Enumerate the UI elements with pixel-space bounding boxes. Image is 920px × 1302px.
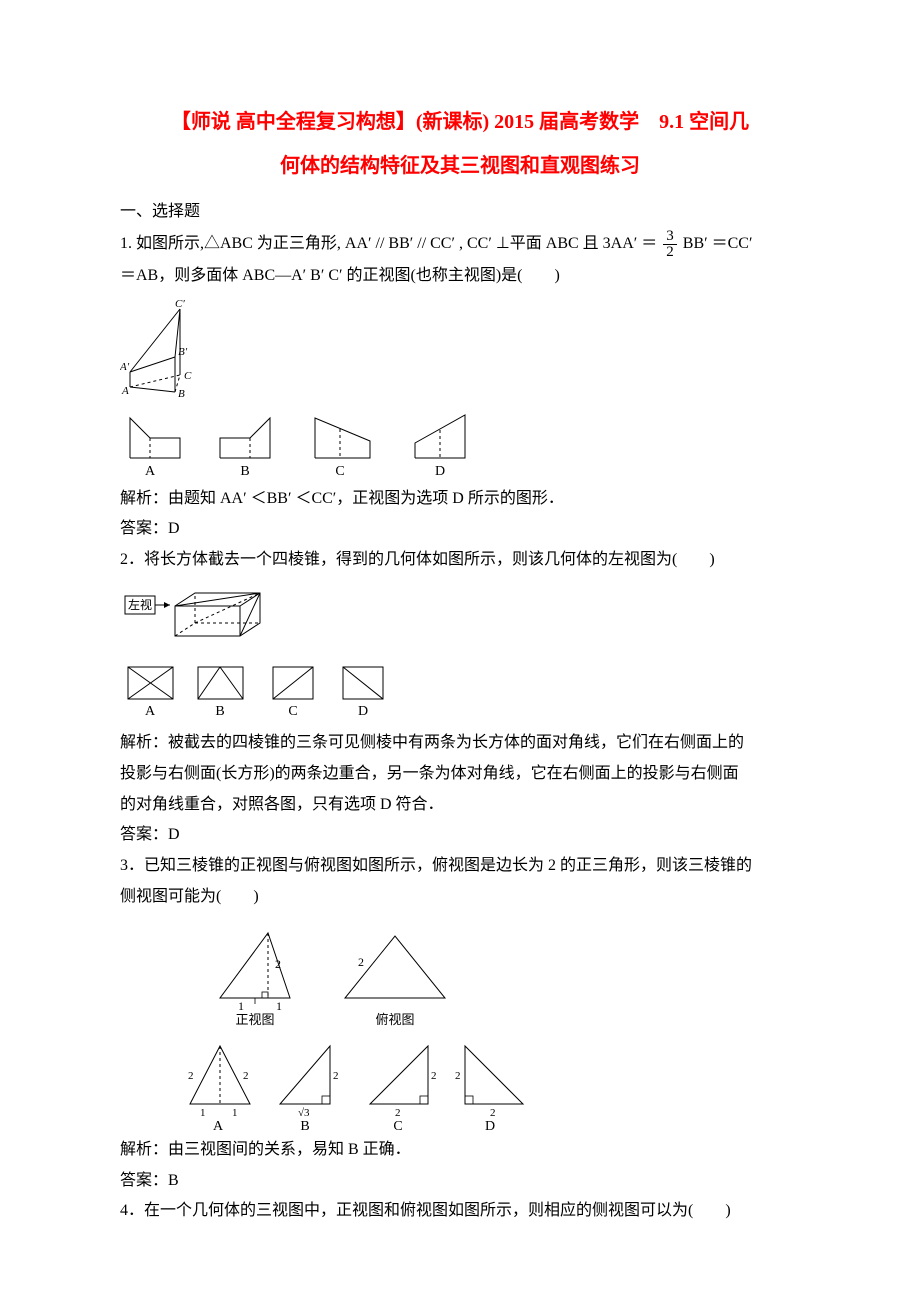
q3-D-2l: 2 <box>455 1070 461 1082</box>
q3-tv-label: 俯视图 <box>375 1012 414 1027</box>
q3-C-2r: 2 <box>431 1070 437 1082</box>
q2-explain1: 解析：被截去的四棱锥的三条可见侧棱中有两条为长方体的面对角线，它们在右侧面上的 <box>120 729 800 758</box>
q3-text1: 3．已知三棱锥的正视图与俯视图如图所示，俯视图是边长为 2 的正三角形，则该三棱… <box>120 852 800 881</box>
q3-D-2b: 2 <box>490 1107 496 1119</box>
q2-optA: A <box>145 704 156 719</box>
page: 【师说 高中全程复习构想】(新课标) 2015 届高考数学 9.1 空间几 何体… <box>0 0 920 1286</box>
q1-optC: C <box>335 464 344 479</box>
q2-optB: B <box>215 704 224 719</box>
q1-answer: 答案：D <box>120 515 800 544</box>
q3-A-1l: 1 <box>200 1107 206 1119</box>
title-line-1: 【师说 高中全程复习构想】(新课标) 2015 届高考数学 9.1 空间几 <box>171 111 749 133</box>
doc-title: 【师说 高中全程复习构想】(新课标) 2015 届高考数学 9.1 空间几 何体… <box>120 100 800 188</box>
q3-fv-2: 2 <box>275 957 281 971</box>
q1-label-Ap: A′ <box>120 361 130 373</box>
q3-optC: C <box>393 1119 402 1134</box>
q3-explain: 解析：由三视图间的关系，易知 B 正确． <box>120 1136 800 1165</box>
q1-3d-figure: A B C A′ B′ C′ <box>120 297 800 397</box>
q3-fv-label: 正视图 <box>235 1012 274 1027</box>
q3-optD: D <box>485 1119 495 1134</box>
q3-B-2: 2 <box>333 1070 339 1082</box>
q1-frac: 3 2 <box>663 229 677 260</box>
q3-C-2b: 2 <box>395 1107 401 1119</box>
q2-explain2: 投影与右侧面(长方形)的两条边重合，另一条为体对角线，它在右侧面上的投影与右侧面 <box>120 760 800 789</box>
q2-text: 2．将长方体截去一个四棱锥，得到的几何体如图所示，则该几何体的左视图为( ) <box>120 546 800 575</box>
q1-frac-den: 2 <box>663 245 677 260</box>
q1-line2: ＝AB，则多面体 ABC—A′ B′ C′ 的正视图(也称主视图)是( ) <box>120 262 800 291</box>
q1-frac-num: 3 <box>663 229 677 245</box>
q1-label-B: B <box>178 388 185 397</box>
q1-optA: A <box>145 464 156 479</box>
q1-text: 1. 如图所示,△ABC 为正三角形, AA′ // BB′ // CC′ , … <box>120 229 800 260</box>
q3-given-figure: 2 1 1 正视图 2 俯视图 <box>200 918 800 1028</box>
q1-options-figure: A B C D <box>120 403 800 483</box>
q1-explain: 解析：由题知 AA′ ＜BB′ ＜CC′，正视图为选项 D 所示的图形． <box>120 485 800 514</box>
q1-label-Cp: C′ <box>175 298 185 310</box>
q3-B-s3: √3 <box>298 1107 310 1119</box>
q3-A-2r: 2 <box>243 1070 249 1082</box>
q3-optB: B <box>300 1119 309 1134</box>
q1-optB: B <box>240 464 249 479</box>
q3-optA: A <box>213 1119 224 1134</box>
q3-A-2l: 2 <box>188 1070 194 1082</box>
q2-answer: 答案：D <box>120 821 800 850</box>
q3-text2: 侧视图可能为( ) <box>120 883 800 912</box>
q2-arrow-label: 左视 <box>128 597 152 612</box>
q1-line1: 1. 如图所示,△ABC 为正三角形, AA′ // BB′ // CC′ , … <box>120 235 657 252</box>
q1-line1b: BB′ ＝CC′ <box>683 235 753 252</box>
q3-A-1r: 1 <box>232 1107 238 1119</box>
q2-optD: D <box>358 704 368 719</box>
q3-answer: 答案：B <box>120 1167 800 1196</box>
q3-options-figure: 2 2 1 1 A 2 √3 B 2 2 C <box>180 1034 800 1134</box>
section-1-heading: 一、选择题 <box>120 198 800 227</box>
q3-tv-2: 2 <box>358 955 364 969</box>
q1-label-C: C <box>184 370 192 382</box>
q1-label-Bp: B′ <box>178 346 188 358</box>
q2-3d-figure: 左视 <box>120 581 800 651</box>
q2-optC: C <box>288 704 297 719</box>
q1-label-A: A <box>121 385 129 397</box>
q1-optD: D <box>435 464 445 479</box>
q2-options-figure: A B C D <box>120 657 800 727</box>
q3-fv-1b: 1 <box>276 999 282 1013</box>
q4-text: 4．在一个几何体的三视图中，正视图和俯视图如图所示，则相应的侧视图可以为( ) <box>120 1197 800 1226</box>
q3-fv-1a: 1 <box>238 999 244 1013</box>
title-line-2: 何体的结构特征及其三视图和直观图练习 <box>280 155 640 177</box>
q2-explain3: 的对角线重合，对照各图，只有选项 D 符合． <box>120 791 800 820</box>
